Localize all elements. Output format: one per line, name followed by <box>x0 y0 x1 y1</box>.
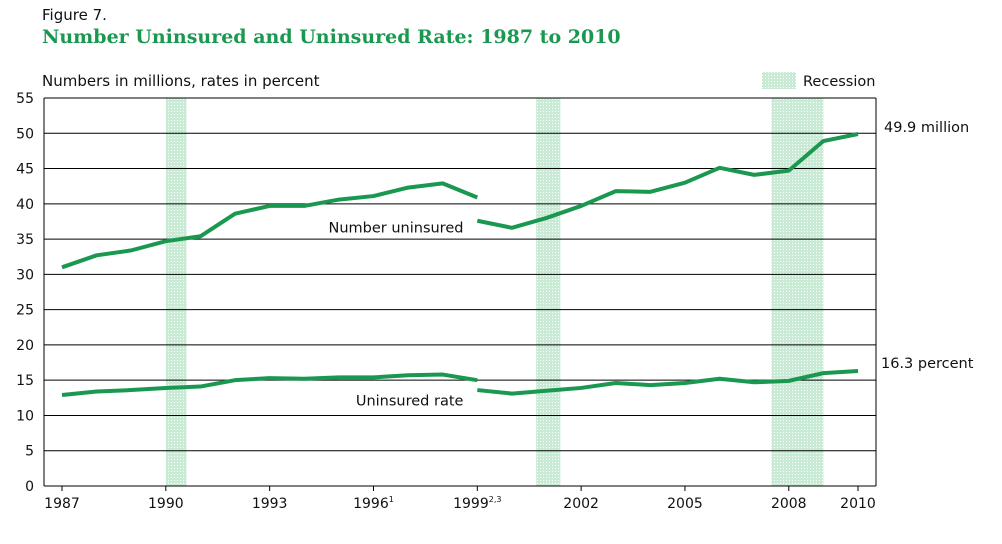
y-tick-label: 50 <box>16 126 34 142</box>
y-tick-label: 20 <box>16 338 34 354</box>
legend: Recession <box>762 72 875 90</box>
series-lines <box>61 132 859 397</box>
chart-labels: Number uninsured Uninsured rate 49.9 milli… <box>328 120 973 410</box>
y-tick-label: 45 <box>16 162 34 178</box>
legend-recession-label: Recession <box>803 74 875 90</box>
series-0-segment-0 <box>61 181 479 270</box>
x-tick-label: 2008 <box>771 496 807 512</box>
y-tick-label: 35 <box>16 232 34 248</box>
x-tick-footnote: 1 <box>389 495 394 504</box>
x-tick-label: 19961 <box>353 495 394 512</box>
series-1-segment-0 <box>61 372 478 397</box>
x-tick-label: 1993 <box>252 496 288 512</box>
series-0-segment-1 <box>476 132 859 230</box>
y-tick-label: 10 <box>16 408 34 424</box>
x-tick-label: 1990 <box>148 496 184 512</box>
recession-bands <box>165 98 824 486</box>
x-tick-label: 2010 <box>840 496 876 512</box>
y-tick-label: 55 <box>16 91 34 107</box>
y-axis-units-label: Numbers in millions, rates in percent <box>42 72 320 90</box>
legend-recession-swatch <box>762 72 796 89</box>
y-tick-label: 30 <box>16 267 34 283</box>
series-1-segment-1 <box>477 369 859 396</box>
x-tick-label: 1987 <box>44 496 80 512</box>
recession-band-1 <box>536 98 561 486</box>
series-label-number-uninsured: Number uninsured <box>328 221 463 237</box>
y-tick-label: 15 <box>16 373 34 389</box>
end-label-uninsured-rate: 16.3 percent <box>881 356 974 372</box>
series-label-uninsured-rate: Uninsured rate <box>356 394 464 410</box>
y-tick-label: 0 <box>25 479 34 495</box>
x-tick-label: 2005 <box>667 496 703 512</box>
x-tick-label: 2002 <box>563 496 599 512</box>
x-tick-footnote: 2,3 <box>489 495 502 504</box>
recession-band-0 <box>165 98 187 486</box>
recession-band-2 <box>771 98 824 486</box>
y-tick-label: 25 <box>16 303 34 319</box>
chart-title: Number Uninsured and Uninsured Rate: 198… <box>42 26 621 48</box>
end-label-number-uninsured: 49.9 million <box>884 120 969 136</box>
y-tick-label: 5 <box>25 444 34 460</box>
x-tick-label: 19992,3 <box>453 495 501 512</box>
figure-label: Figure 7. <box>42 6 107 24</box>
y-tick-label: 40 <box>16 197 34 213</box>
